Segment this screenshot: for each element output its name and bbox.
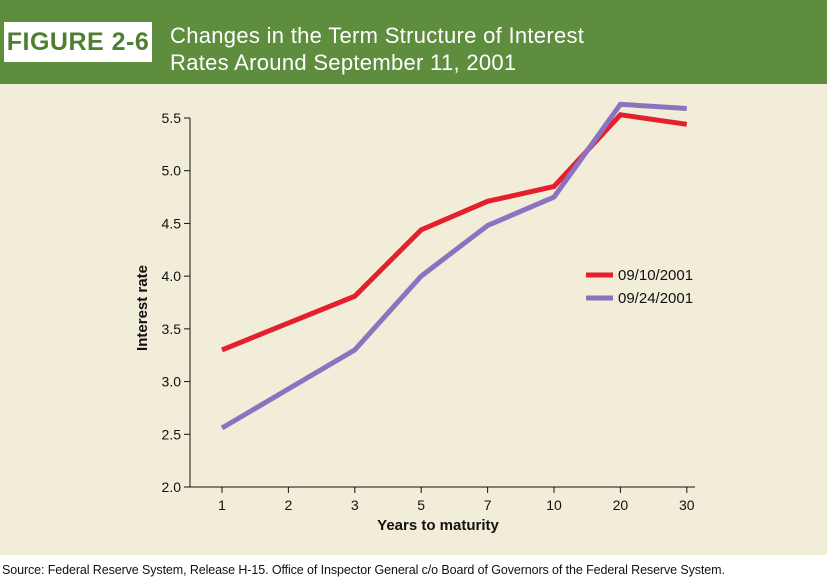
series-layer	[220, 101, 688, 431]
series-line-1	[221, 112, 688, 353]
x-tick-label: 2	[285, 497, 293, 513]
x-tick-label: 10	[546, 497, 562, 513]
y-tick-label: 3.0	[162, 374, 182, 390]
legend-label-series2: 09/24/2001	[618, 290, 693, 307]
legend: 09/10/2001 09/24/2001	[586, 267, 693, 307]
x-axis-title: Years to maturity	[377, 517, 499, 534]
y-tick-label: 5.5	[162, 110, 182, 126]
x-ticks: 1 2 3 5 7 10 20 30	[218, 487, 695, 513]
chart-panel	[0, 84, 827, 555]
y-tick-label: 4.0	[162, 268, 182, 284]
legend-label-series1: 09/10/2001	[618, 267, 693, 284]
x-tick-label: 20	[613, 497, 629, 513]
x-tick-label: 30	[679, 497, 695, 513]
figure-title-line2: Rates Around September 11, 2001	[170, 50, 517, 75]
x-axis: 1 2 3 5 7 10 20 30 Years to maturity	[190, 486, 695, 534]
y-tick-label: 2.5	[162, 426, 182, 442]
y-ticks: 2.0 2.5 3.0 3.5 4.0 4.5 5.0 5.5	[162, 110, 190, 495]
figure-title: Changes in the Term Structure of Interes…	[170, 22, 730, 76]
y-axis-title: Interest rate	[134, 265, 151, 351]
source-note: Source: Federal Reserve System, Release …	[2, 563, 725, 577]
x-tick-label: 3	[351, 497, 359, 513]
series-line-2	[220, 101, 687, 431]
y-tick-label: 2.0	[162, 479, 182, 495]
figure-header: FIGURE 2-6 Changes in the Term Structure…	[0, 0, 827, 84]
x-tick-label: 1	[218, 497, 226, 513]
y-tick-label: 3.5	[162, 321, 182, 337]
y-tick-label: 4.5	[162, 215, 182, 231]
x-tick-label: 5	[417, 497, 425, 513]
x-tick-label: 7	[484, 497, 492, 513]
y-tick-label: 5.0	[162, 163, 182, 179]
y-axis: 2.0 2.5 3.0 3.5 4.0 4.5 5.0 5.5 Interest rate	[134, 110, 191, 495]
figure-label: FIGURE 2-6	[4, 22, 152, 62]
figure-title-line1: Changes in the Term Structure of Interes…	[170, 23, 585, 48]
